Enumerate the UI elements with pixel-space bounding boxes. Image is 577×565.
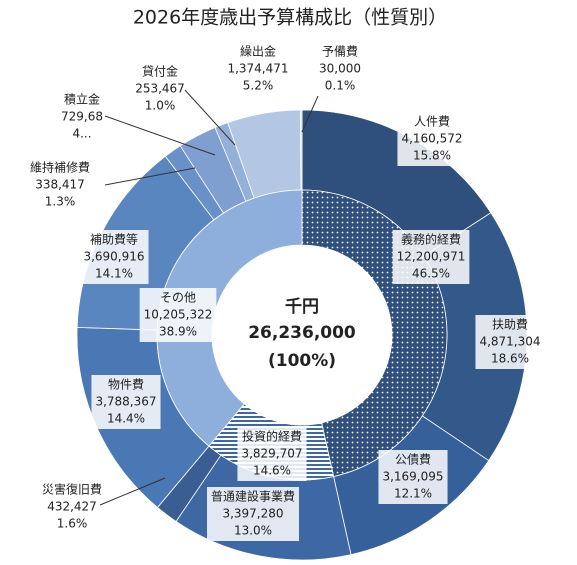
value-label: 432,427 <box>47 500 97 514</box>
data-label: 公債費 3,169,095 12.1% <box>378 450 448 504</box>
percent-label: 13.0% <box>234 524 272 538</box>
value-label: 3,788,367 <box>95 395 156 409</box>
category-label: 災害復旧費 <box>42 482 102 497</box>
data-label: 普通建設事業費 3,397,280 13.0% <box>206 487 300 541</box>
percent-label: 12.1% <box>394 487 432 501</box>
percent-label: 14.1% <box>95 267 133 281</box>
donut-segment <box>299 109 303 191</box>
percent-label: 1.0% <box>145 99 176 113</box>
label-box <box>237 427 307 481</box>
percent-label: 4... <box>72 127 91 141</box>
percent-label: 15.8% <box>413 149 451 163</box>
center-hole <box>212 245 392 425</box>
category-label: 公債費 <box>395 452 431 467</box>
data-label: その他 10,205,322 38.9% <box>139 288 217 342</box>
category-label: 人件費 <box>414 114 450 129</box>
value-label: 12,200,971 <box>397 250 466 264</box>
leader-line <box>184 89 236 146</box>
percent-label: 0.1% <box>325 79 356 93</box>
category-label: 積立金 <box>64 92 100 107</box>
percent-label: 14.6% <box>253 464 291 478</box>
value-label: 253,467 <box>135 82 185 96</box>
data-label: 扶助費 4,871,304 18.6% <box>475 315 545 369</box>
data-label: 物件費 3,788,367 14.4% <box>91 375 161 429</box>
center-unit: 千円 <box>285 297 319 317</box>
percent-label: 14.4% <box>107 412 145 426</box>
category-label: 繰出金 <box>240 44 276 59</box>
chart-title: 2026年度歳出予算構成比（性質別） <box>133 7 447 29</box>
value-label: 3,169,095 <box>382 470 443 484</box>
data-label: 維持補修費 338,417 1.3% <box>30 160 90 209</box>
category-label: 補助費等 <box>90 232 138 247</box>
label-box <box>91 375 161 429</box>
data-label: 貸付金 253,467 1.0% <box>135 64 185 113</box>
percent-label: 38.9% <box>159 325 197 339</box>
category-label: その他 <box>160 291 196 305</box>
category-label: 投資的経費 <box>242 429 302 444</box>
data-label: 積立金 729,68 4... <box>61 92 103 141</box>
percent-label: 1.3% <box>45 195 76 209</box>
leader-line <box>99 477 166 506</box>
label-box <box>206 487 300 541</box>
category-label: 扶助費 <box>492 317 528 332</box>
label-box <box>392 230 470 284</box>
percent-label: 1.6% <box>57 517 88 531</box>
category-label: 維持補修費 <box>30 160 90 175</box>
category-label: 貸付金 <box>142 64 178 79</box>
percent-label: 46.5% <box>412 267 450 281</box>
center-percent: (100%) <box>268 351 336 371</box>
value-label: 4,871,304 <box>479 335 540 349</box>
category-label: 物件費 <box>108 377 144 392</box>
value-label: 729,68 <box>61 110 103 124</box>
percent-label: 18.6% <box>491 352 529 366</box>
data-label: 補助費等 3,690,916 14.1% <box>79 230 149 284</box>
value-label: 3,829,707 <box>241 447 302 461</box>
value-label: 338,417 <box>35 178 85 192</box>
label-box <box>378 450 448 504</box>
data-label: 投資的経費 3,829,707 14.6% <box>237 427 307 481</box>
leader-line <box>104 115 216 156</box>
leader-line <box>301 95 319 133</box>
leader-line <box>104 167 196 186</box>
data-label: 義務的経費 12,200,971 46.5% <box>392 230 470 284</box>
label-box <box>397 112 467 166</box>
label-box <box>139 288 217 342</box>
value-label: 3,397,280 <box>222 507 283 521</box>
data-label: 災害復旧費 432,427 1.6% <box>42 482 102 531</box>
category-label: 義務的経費 <box>401 232 461 247</box>
center-total: 26,236,000 <box>248 323 356 343</box>
value-label: 10,205,322 <box>144 308 213 322</box>
data-label: 繰出金 1,374,471 5.2% <box>227 44 288 93</box>
label-box <box>79 230 149 284</box>
label-box <box>475 315 545 369</box>
category-label: 普通建設事業費 <box>211 489 295 504</box>
value-label: 3,690,916 <box>83 250 144 264</box>
percent-label: 5.2% <box>243 79 274 93</box>
category-label: 予備費 <box>322 44 358 59</box>
value-label: 30,000 <box>319 62 361 76</box>
data-label: 予備費 30,000 0.1% <box>319 44 361 93</box>
data-label: 人件費 4,160,572 15.8% <box>397 112 467 166</box>
value-label: 4,160,572 <box>401 132 462 146</box>
value-label: 1,374,471 <box>227 62 288 76</box>
